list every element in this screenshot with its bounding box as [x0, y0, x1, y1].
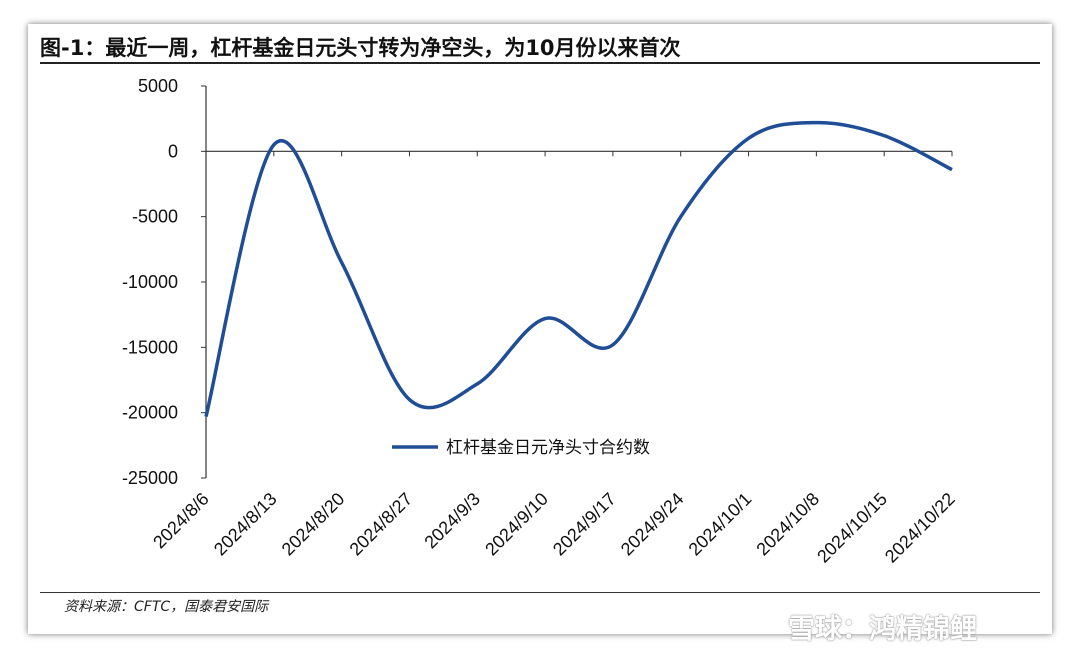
x-tick-label: 2024/9/3	[420, 489, 484, 553]
watermark: 雪球：鸿精锦鲤	[788, 614, 977, 645]
x-tick-label: 2024/9/10	[481, 489, 552, 560]
x-tick-label: 2024/9/17	[549, 489, 620, 560]
y-tick-label: -5000	[132, 207, 178, 227]
source-divider	[40, 592, 1040, 593]
legend-label: 杠杆基金日元净头寸合约数	[446, 438, 650, 458]
chart-title: 图-1：最近一周，杠杆基金日元头寸转为净空头，为10月份以来首次	[40, 36, 681, 60]
x-tick-label: 2024/8/13	[210, 489, 281, 560]
title-divider	[40, 62, 1040, 64]
y-tick-label: -15000	[122, 337, 178, 357]
x-tick-label: 2024/9/24	[617, 489, 688, 560]
y-tick-label: -25000	[122, 468, 178, 488]
legend: 杠杆基金日元净头寸合约数	[392, 438, 650, 458]
y-tick-label: 0	[168, 141, 178, 161]
x-tick-label: 2024/8/20	[278, 489, 349, 560]
source-note: 资料来源：CFTC，国泰君安国际	[64, 599, 269, 615]
y-tick-label: 5000	[138, 76, 178, 96]
y-tick-label: -20000	[122, 403, 178, 423]
y-tick-label: -10000	[122, 272, 178, 292]
x-tick-label: 2024/10/22	[881, 489, 959, 567]
series-line	[204, 120, 953, 418]
x-tick-label: 2024/10/1	[685, 489, 756, 560]
x-tick-label: 2024/8/6	[149, 489, 213, 553]
figure-frame	[28, 24, 1052, 634]
x-tick-label: 2024/8/27	[346, 489, 417, 560]
x-tick-label: 2024/10/15	[813, 489, 891, 567]
x-tick-label: 2024/10/8	[752, 489, 823, 560]
